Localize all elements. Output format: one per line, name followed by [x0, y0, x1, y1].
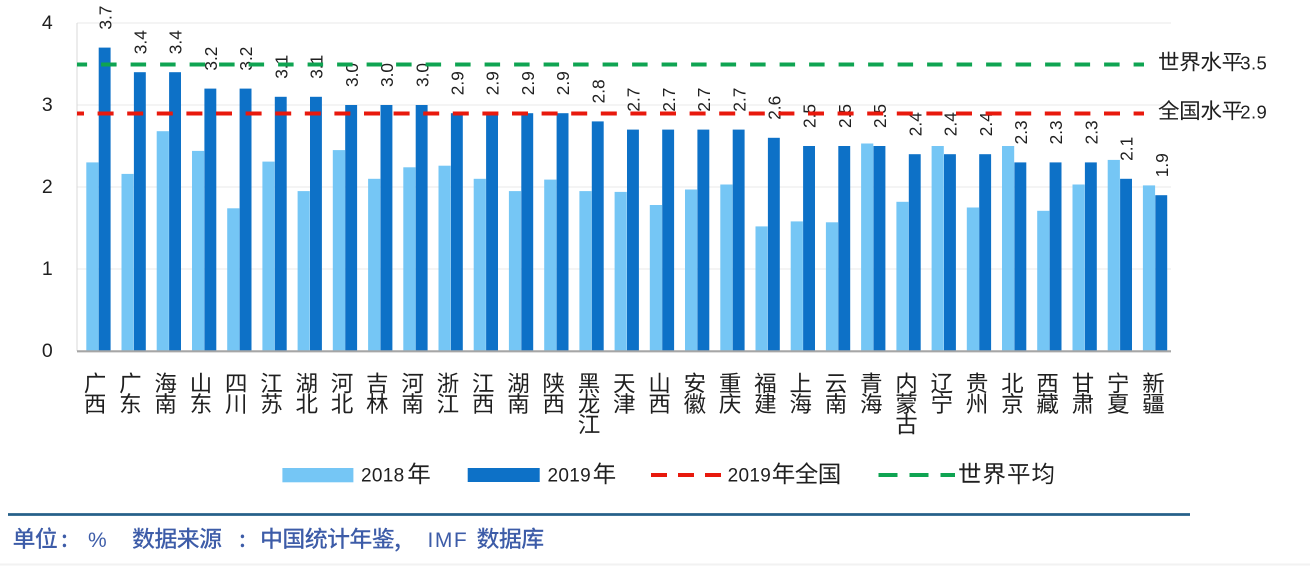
svg-text:3.2: 3.2	[236, 47, 256, 71]
svg-text:3.0: 3.0	[342, 63, 362, 87]
svg-text:2: 2	[42, 176, 53, 198]
svg-text:IMF: IMF	[428, 529, 469, 552]
svg-text:2.7: 2.7	[624, 88, 644, 112]
svg-text:2.4: 2.4	[905, 112, 925, 136]
svg-text:2.9: 2.9	[1240, 101, 1267, 122]
svg-text:2.7: 2.7	[659, 88, 679, 112]
svg-text:3.2: 3.2	[201, 47, 221, 71]
svg-text:2.4: 2.4	[941, 112, 961, 136]
svg-text:3.0: 3.0	[412, 63, 432, 87]
svg-text:3.7: 3.7	[95, 6, 115, 30]
svg-text:4: 4	[42, 12, 53, 34]
svg-text:2.7: 2.7	[729, 88, 749, 112]
svg-text:2.9: 2.9	[448, 71, 468, 95]
svg-text:2.3: 2.3	[1046, 120, 1066, 144]
svg-text:3.1: 3.1	[271, 55, 291, 79]
svg-text:3.5: 3.5	[1240, 53, 1267, 74]
svg-text:2018: 2018	[361, 465, 404, 486]
svg-text:2.6: 2.6	[765, 96, 785, 120]
svg-text:3: 3	[42, 94, 53, 116]
svg-text:2.9: 2.9	[518, 71, 538, 95]
svg-text:2.9: 2.9	[483, 71, 503, 95]
svg-text:2.5: 2.5	[800, 104, 820, 128]
svg-text:2.3: 2.3	[1011, 120, 1031, 144]
svg-text:2.3: 2.3	[1082, 120, 1102, 144]
svg-text:3.0: 3.0	[377, 63, 397, 87]
svg-text:2.5: 2.5	[835, 104, 855, 128]
svg-text:2.9: 2.9	[553, 71, 573, 95]
svg-text:1: 1	[42, 258, 53, 280]
svg-text:2019: 2019	[728, 465, 771, 486]
svg-text:2.8: 2.8	[588, 79, 608, 103]
svg-text:0: 0	[42, 340, 53, 362]
svg-text:2.1: 2.1	[1117, 137, 1137, 161]
svg-text:2019: 2019	[548, 465, 591, 486]
svg-text:3.1: 3.1	[307, 55, 327, 79]
svg-text:2.7: 2.7	[694, 88, 714, 112]
svg-text:%: %	[88, 529, 107, 552]
svg-text:2.5: 2.5	[870, 104, 890, 128]
svg-text:2.4: 2.4	[976, 112, 996, 136]
svg-text:3.4: 3.4	[131, 30, 151, 54]
svg-text:1.9: 1.9	[1152, 153, 1172, 177]
svg-text:3.4: 3.4	[166, 30, 186, 54]
